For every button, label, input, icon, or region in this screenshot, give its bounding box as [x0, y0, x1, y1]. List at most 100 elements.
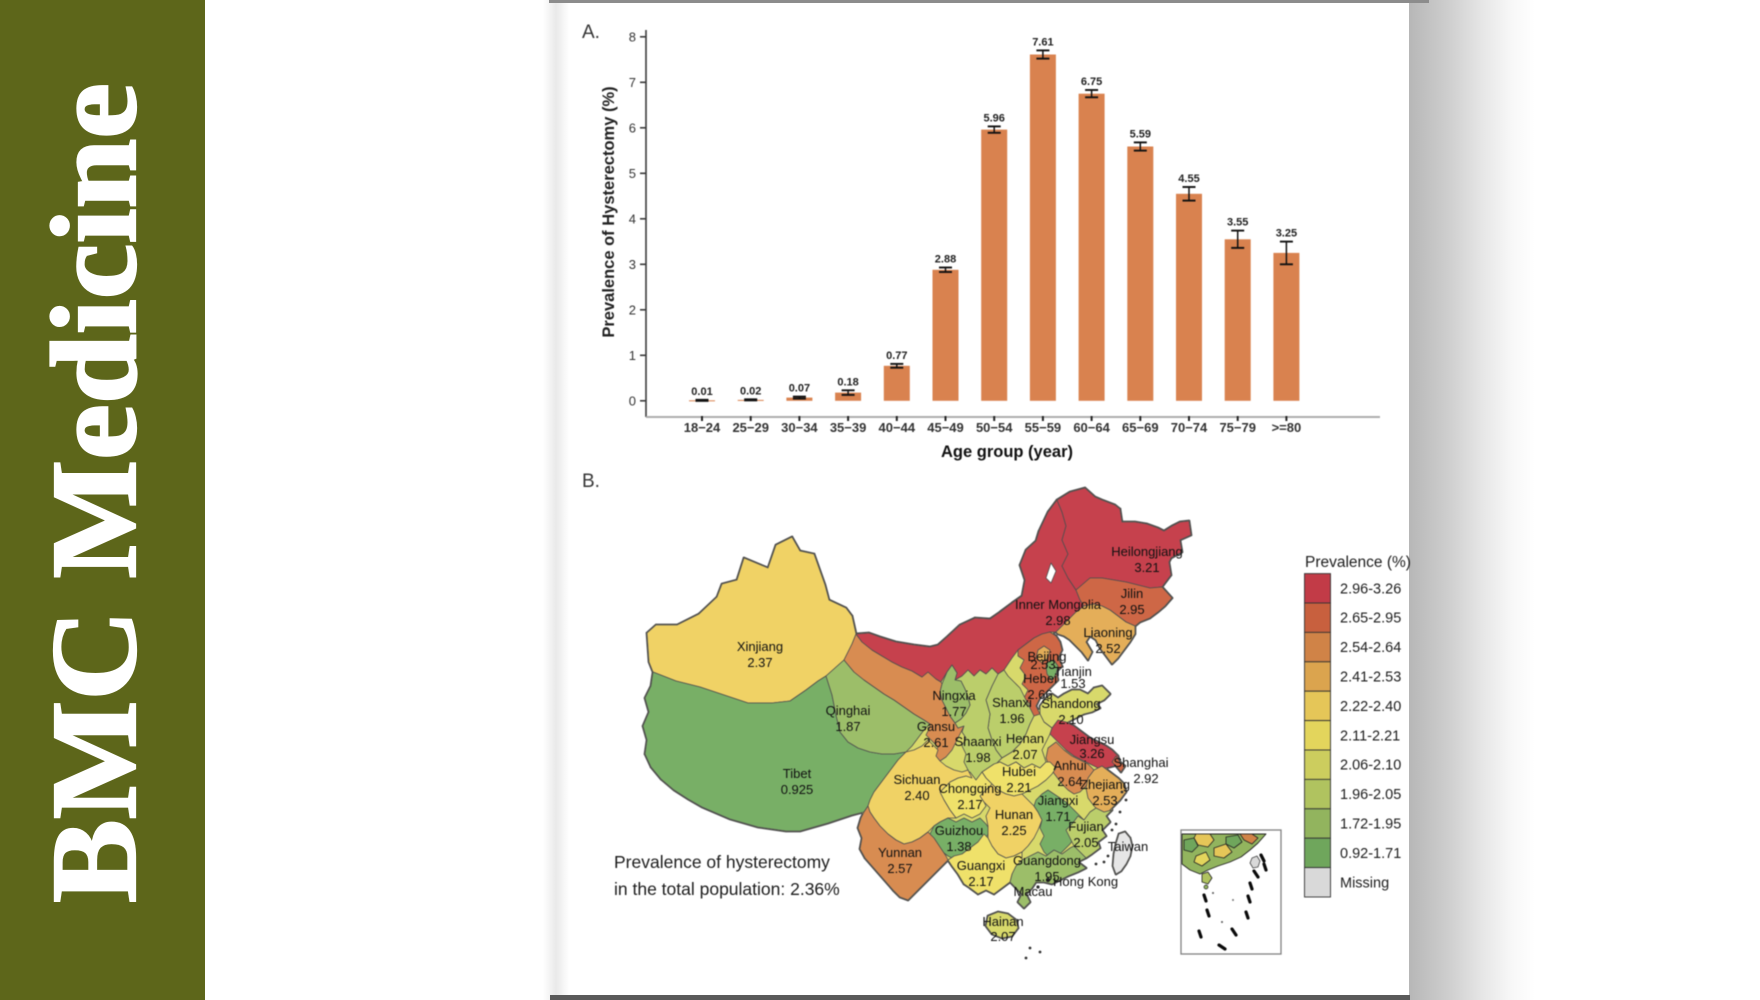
svg-text:1: 1 — [629, 348, 636, 363]
svg-text:A.: A. — [582, 22, 600, 43]
svg-text:Shanghai: Shanghai — [1114, 755, 1169, 770]
svg-text:2.17: 2.17 — [968, 874, 993, 889]
svg-text:1.77: 1.77 — [941, 704, 966, 719]
svg-text:in the total population: 2.36%: in the total population: 2.36% — [614, 879, 840, 899]
svg-text:3: 3 — [629, 257, 636, 272]
svg-text:Tibet: Tibet — [783, 766, 812, 781]
svg-text:2: 2 — [629, 302, 636, 317]
svg-text:0.77: 0.77 — [886, 350, 907, 362]
svg-text:Shandong: Shandong — [1041, 696, 1100, 711]
svg-text:0.92-1.71: 0.92-1.71 — [1340, 846, 1401, 862]
svg-text:Henan: Henan — [1006, 731, 1044, 746]
svg-text:0.07: 0.07 — [789, 383, 810, 395]
svg-text:3.55: 3.55 — [1227, 217, 1248, 229]
svg-text:2.37: 2.37 — [747, 655, 772, 670]
svg-text:Missing: Missing — [1340, 875, 1389, 891]
svg-text:2.52: 2.52 — [1095, 641, 1120, 656]
svg-text:6: 6 — [629, 120, 636, 135]
svg-text:60−64: 60−64 — [1073, 420, 1110, 435]
svg-text:1.53: 1.53 — [1060, 676, 1085, 691]
svg-text:3.25: 3.25 — [1276, 228, 1297, 240]
svg-text:0: 0 — [629, 393, 636, 408]
svg-text:1.72-1.95: 1.72-1.95 — [1340, 817, 1401, 833]
svg-text:Jilin: Jilin — [1121, 586, 1143, 601]
svg-text:5: 5 — [629, 166, 636, 181]
svg-text:75−79: 75−79 — [1219, 420, 1256, 435]
svg-text:65−69: 65−69 — [1122, 420, 1159, 435]
svg-text:0.02: 0.02 — [740, 385, 761, 397]
svg-text:>=80: >=80 — [1272, 420, 1302, 435]
svg-text:Liaoning: Liaoning — [1083, 625, 1132, 640]
svg-text:Hebei: Hebei — [1023, 671, 1057, 686]
svg-text:Taiwan: Taiwan — [1108, 839, 1148, 854]
svg-text:2.07: 2.07 — [990, 929, 1015, 944]
svg-text:2.11-2.21: 2.11-2.21 — [1340, 728, 1400, 744]
svg-text:Hubei: Hubei — [1002, 764, 1036, 779]
svg-text:Yunnan: Yunnan — [878, 845, 922, 860]
svg-text:1.87: 1.87 — [835, 719, 860, 734]
svg-text:2.41-2.53: 2.41-2.53 — [1340, 670, 1401, 686]
svg-text:2.53: 2.53 — [1092, 793, 1117, 808]
svg-text:Prevalence of Hysterectomy (%): Prevalence of Hysterectomy (%) — [600, 86, 618, 337]
svg-text:2.96-3.26: 2.96-3.26 — [1340, 581, 1401, 597]
svg-text:7.61: 7.61 — [1032, 36, 1053, 48]
svg-text:2.05: 2.05 — [1073, 835, 1098, 850]
svg-text:Guizhou: Guizhou — [935, 823, 983, 838]
svg-text:30−34: 30−34 — [781, 420, 818, 435]
svg-text:Sichuan: Sichuan — [894, 772, 941, 787]
svg-text:0.925: 0.925 — [781, 782, 814, 797]
svg-text:3.26: 3.26 — [1079, 746, 1104, 761]
svg-text:Guangxi: Guangxi — [957, 858, 1006, 873]
svg-text:4: 4 — [629, 211, 636, 226]
svg-text:Shanxi: Shanxi — [992, 695, 1032, 710]
svg-text:25−29: 25−29 — [732, 420, 769, 435]
svg-text:2.98: 2.98 — [1045, 613, 1070, 628]
svg-text:2.57: 2.57 — [887, 861, 912, 876]
svg-text:Hainan: Hainan — [982, 914, 1023, 929]
svg-text:Age group (year): Age group (year) — [941, 443, 1073, 461]
svg-text:2.10: 2.10 — [1058, 712, 1083, 727]
svg-text:B.: B. — [582, 471, 600, 492]
svg-text:70−74: 70−74 — [1171, 420, 1208, 435]
svg-text:Prevalence (%): Prevalence (%) — [1305, 554, 1411, 571]
svg-text:45−49: 45−49 — [927, 420, 964, 435]
svg-text:0.18: 0.18 — [837, 376, 858, 388]
svg-text:8: 8 — [629, 29, 636, 44]
svg-text:2.95: 2.95 — [1119, 602, 1144, 617]
svg-text:2.21: 2.21 — [1006, 780, 1031, 795]
svg-text:2.06-2.10: 2.06-2.10 — [1340, 758, 1401, 774]
svg-text:Gansu: Gansu — [917, 719, 955, 734]
svg-text:40−44: 40−44 — [879, 420, 916, 435]
svg-text:Inner Mongolia: Inner Mongolia — [1015, 597, 1102, 612]
svg-text:Heilongjiang: Heilongjiang — [1111, 544, 1183, 559]
svg-text:Xinjiang: Xinjiang — [737, 639, 783, 654]
svg-text:Macau: Macau — [1013, 884, 1052, 899]
svg-text:2.66: 2.66 — [1027, 687, 1052, 702]
svg-text:6.75: 6.75 — [1081, 76, 1102, 88]
svg-text:Jiangxi: Jiangxi — [1038, 793, 1079, 808]
svg-text:2.22-2.40: 2.22-2.40 — [1340, 699, 1401, 715]
svg-text:2.88: 2.88 — [935, 254, 956, 266]
svg-text:Zhejiang: Zhejiang — [1080, 777, 1130, 792]
svg-text:2.25: 2.25 — [1001, 823, 1026, 838]
svg-text:Ningxia: Ningxia — [932, 688, 976, 703]
svg-text:2.64: 2.64 — [1057, 774, 1082, 789]
svg-text:1.96: 1.96 — [999, 711, 1024, 726]
svg-text:Prevalence of hysterectomy: Prevalence of hysterectomy — [614, 852, 830, 872]
svg-text:Shaanxi: Shaanxi — [955, 734, 1002, 749]
svg-text:2.92: 2.92 — [1133, 771, 1158, 786]
svg-text:2.54-2.64: 2.54-2.64 — [1340, 640, 1401, 656]
svg-text:Beijing: Beijing — [1027, 649, 1066, 664]
svg-text:1.95: 1.95 — [1034, 869, 1059, 884]
svg-text:2.17: 2.17 — [957, 797, 982, 812]
svg-text:Jiangsu: Jiangsu — [1070, 732, 1115, 747]
svg-text:1.71: 1.71 — [1045, 809, 1070, 824]
svg-text:Fujian: Fujian — [1068, 819, 1103, 834]
svg-text:5.96: 5.96 — [983, 112, 1004, 124]
svg-text:1.96-2.05: 1.96-2.05 — [1340, 787, 1401, 803]
svg-text:Anhui: Anhui — [1053, 758, 1086, 773]
svg-text:50−54: 50−54 — [976, 420, 1013, 435]
svg-text:0.01: 0.01 — [691, 386, 712, 398]
svg-text:7: 7 — [629, 75, 636, 90]
svg-text:2.65-2.95: 2.65-2.95 — [1340, 611, 1401, 627]
